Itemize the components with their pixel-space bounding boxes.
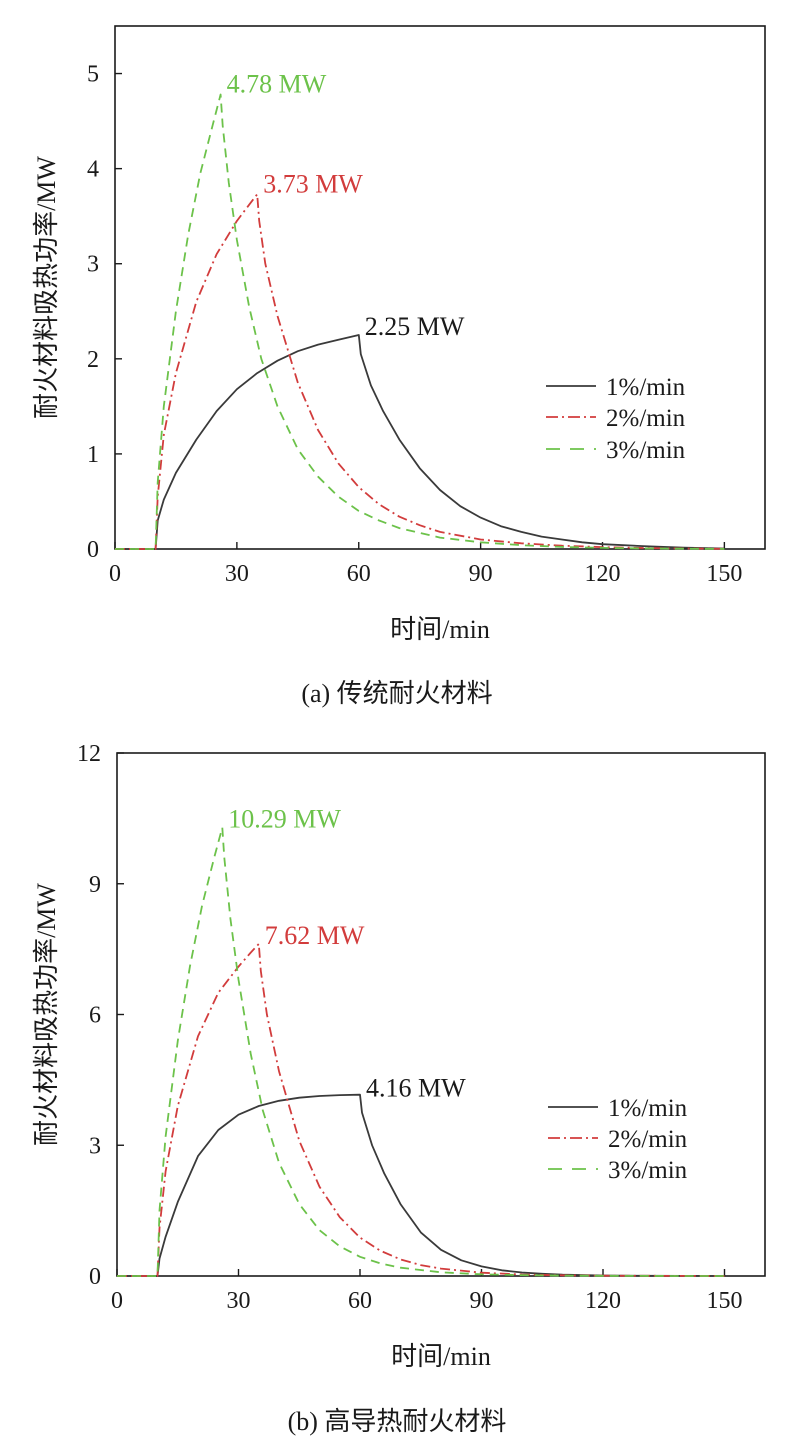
peak-label: 2.25 MW <box>365 312 465 341</box>
y-tick-label: 3 <box>87 252 99 278</box>
legend-label: 3%/min <box>608 1157 688 1184</box>
y-tick-label: 5 <box>87 62 99 88</box>
x-tick-label: 150 <box>707 1288 743 1314</box>
x-axis-title: 时间/min <box>390 615 490 644</box>
peak-label: 7.62 MW <box>265 921 365 950</box>
legend-label: 3%/min <box>606 437 686 464</box>
series-line-3 <box>115 93 725 550</box>
x-tick-label: 0 <box>111 1288 123 1314</box>
peak-label: 4.78 MW <box>227 69 327 98</box>
y-tick-label: 6 <box>89 1003 101 1029</box>
legend-label: 2%/min <box>606 405 686 432</box>
legend-label: 1%/min <box>606 374 686 401</box>
chart-b: 0 30 60 90 120 150 0 3 6 9 12 时间/min 耐火材料吸热功率/MW (b) … <box>32 741 766 1436</box>
peak-label: 3.73 MW <box>263 169 363 198</box>
plot-frame <box>114 25 766 550</box>
chart-caption: (a) 传统耐火材料 <box>301 679 492 708</box>
y-axis-title: 耐火材料吸热功率/MW <box>32 156 61 419</box>
chart-caption: (b) 高导热耐火材料 <box>288 1407 507 1436</box>
x-tick-label: 120 <box>585 561 621 587</box>
y-tick-label: 3 <box>89 1133 101 1159</box>
y-tick-label: 0 <box>89 1264 101 1290</box>
x-tick-label: 60 <box>347 561 371 587</box>
y-tick-label: 9 <box>89 872 101 898</box>
x-tick-label: 30 <box>225 561 249 587</box>
x-tick-label: 90 <box>470 1288 494 1314</box>
series-line-1 <box>117 1093 725 1277</box>
plot-frame <box>116 752 766 1277</box>
series-line-3 <box>117 826 725 1277</box>
x-tick-label: 150 <box>706 561 742 587</box>
legend-label: 1%/min <box>608 1095 688 1122</box>
y-tick-label: 4 <box>87 157 99 183</box>
x-tick-label: 90 <box>469 561 493 587</box>
y-tick-label: 0 <box>87 537 99 563</box>
y-tick-label: 12 <box>77 741 101 767</box>
y-axis-title: 耐火材料吸热功率/MW <box>32 883 61 1146</box>
legend-label: 2%/min <box>608 1126 688 1153</box>
x-axis-title: 时间/min <box>391 1342 491 1371</box>
x-tick-label: 120 <box>585 1288 621 1314</box>
y-tick-label: 1 <box>87 442 99 468</box>
series-line-1 <box>115 334 725 550</box>
series-line-2 <box>115 193 725 550</box>
x-tick-label: 0 <box>109 561 121 587</box>
peak-label: 4.16 MW <box>366 1074 466 1103</box>
y-tick-label: 2 <box>87 347 99 373</box>
x-tick-label: 60 <box>348 1288 372 1314</box>
peak-label: 10.29 MW <box>228 805 341 834</box>
chart-a: 0 30 60 90 120 150 0 1 2 3 4 5 时间/min 耐火材料吸热功率/MW (a) … <box>32 25 766 708</box>
x-tick-label: 30 <box>227 1288 251 1314</box>
